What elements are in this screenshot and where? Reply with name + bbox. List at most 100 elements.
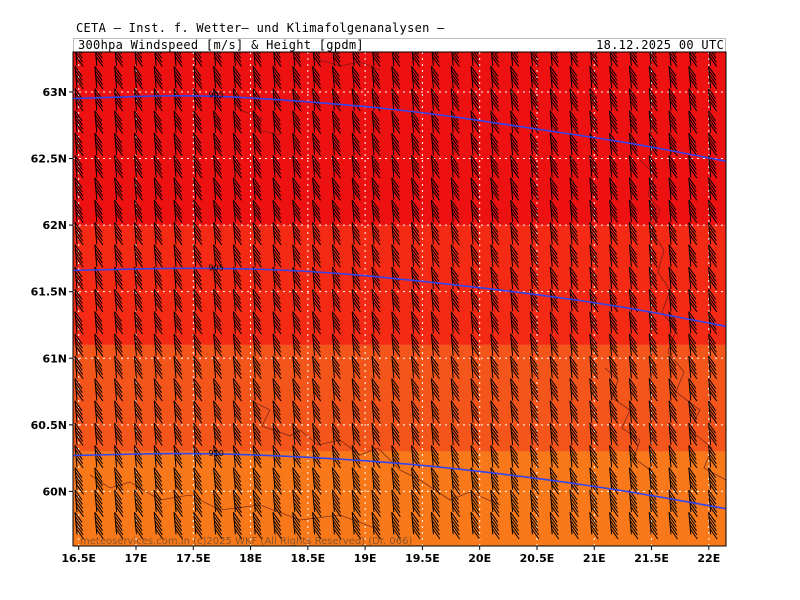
wind-barb <box>252 199 262 223</box>
wind-barb <box>688 132 698 157</box>
wind-barb <box>529 512 540 540</box>
wind-barb <box>312 244 322 268</box>
wind-barb <box>411 199 421 223</box>
wind-barb <box>470 355 480 380</box>
wind-barb <box>312 177 322 201</box>
wind-barb <box>193 289 203 313</box>
wind-barb <box>114 199 124 223</box>
wind-barb <box>232 400 242 424</box>
wind-barb <box>74 467 84 495</box>
wind-barb <box>549 311 559 335</box>
wind-barb <box>609 66 619 90</box>
wind-barb <box>173 177 183 201</box>
wind-barb <box>74 132 84 157</box>
wind-barb <box>609 88 619 112</box>
wind-barb <box>292 333 302 357</box>
wind-barb <box>94 132 104 157</box>
wind-barb <box>589 199 599 223</box>
wind-barb <box>193 400 203 424</box>
wind-barb <box>193 489 203 518</box>
wind-barb <box>450 311 460 335</box>
wind-barb <box>569 266 579 290</box>
wind-barb <box>430 512 441 540</box>
wind-barb <box>133 177 143 201</box>
wind-barb <box>74 266 84 290</box>
wind-barb <box>351 355 361 380</box>
wind-barb <box>450 512 461 540</box>
wind-barb <box>430 400 440 424</box>
wind-barb <box>450 422 460 446</box>
wind-barb <box>549 199 559 223</box>
wind-barb <box>252 177 262 201</box>
wind-barb <box>74 400 84 424</box>
wind-barb <box>371 467 381 495</box>
wind-barb <box>529 266 539 290</box>
wind-barb <box>529 378 539 402</box>
wind-barb <box>272 244 282 268</box>
wind-barb <box>411 445 421 469</box>
wind-barb <box>371 199 381 223</box>
wind-barb <box>133 199 143 223</box>
wind-barb <box>292 110 302 134</box>
wind-barb <box>193 244 203 268</box>
wind-barb <box>312 333 322 357</box>
wind-barb <box>331 266 341 290</box>
wind-barb <box>173 199 183 223</box>
wind-barb <box>470 378 480 402</box>
wind-barb <box>213 378 223 402</box>
wind-barb <box>351 66 361 90</box>
wind-barb <box>173 289 183 313</box>
wind-barb <box>708 110 718 134</box>
lon-tick-label: 16.5E <box>61 552 96 565</box>
wind-barb <box>708 199 718 223</box>
subtitle-frame <box>73 38 726 52</box>
wind-barb <box>213 311 223 335</box>
wind-barb <box>688 110 698 134</box>
wind-barb <box>133 311 143 335</box>
wind-barb <box>450 88 460 112</box>
wind-barb <box>94 110 104 134</box>
wind-barb <box>470 445 480 469</box>
wind-barb <box>272 400 282 424</box>
wind-barb <box>688 445 698 469</box>
wind-barb <box>688 355 698 380</box>
wind-barb <box>213 222 223 246</box>
wind-barb <box>549 110 559 134</box>
wind-barb <box>371 155 381 179</box>
longitude-axis: 16.5E 17E 17.5E 18E 18.5E 19E 19.5E 20E 20.5E 21E… <box>61 546 720 565</box>
coastline-segment <box>89 474 381 531</box>
lat-tick-label: 60N <box>42 485 67 498</box>
wind-barb <box>549 422 559 446</box>
wind-barb <box>232 66 242 90</box>
wind-barb <box>153 467 164 495</box>
wind-barb <box>470 512 480 540</box>
lon-tick-label: 22E <box>697 552 720 565</box>
wind-barb <box>609 355 619 380</box>
wind-barb <box>490 400 500 424</box>
wind-barb <box>569 88 579 112</box>
lat-tick-label: 61.5N <box>31 286 67 299</box>
wind-barb <box>351 311 361 335</box>
wind-barb <box>153 378 163 402</box>
wind-barb <box>351 489 362 518</box>
wind-barb <box>133 422 143 446</box>
wind-barb <box>450 378 460 402</box>
wind-barb <box>312 155 322 179</box>
wind-barb <box>272 110 282 134</box>
wind-barb <box>569 422 579 446</box>
coastline-segment <box>319 59 381 71</box>
wind-barb <box>589 88 599 112</box>
wind-barb <box>312 512 322 540</box>
wind-barb <box>609 266 619 290</box>
wind-barb <box>94 177 104 201</box>
wind-barb <box>153 177 163 201</box>
wind-barb <box>549 400 559 424</box>
wind-barb <box>114 177 124 201</box>
wind-barb <box>529 222 539 246</box>
wind-barb <box>351 512 362 540</box>
wind-barb <box>529 311 539 335</box>
wind-barb <box>688 222 698 246</box>
wind-barb <box>213 199 223 223</box>
wind-barb <box>114 66 124 90</box>
wind-barb <box>114 400 124 424</box>
